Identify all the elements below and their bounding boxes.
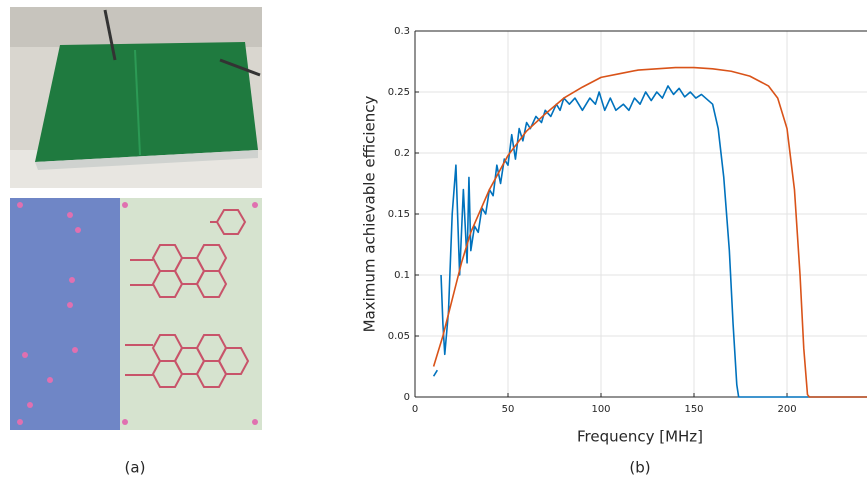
cable xyxy=(103,9,117,61)
x-tick-label: 100 xyxy=(591,404,610,415)
pcb-divider xyxy=(134,49,141,156)
x-tick-label: 200 xyxy=(777,404,796,415)
x-tick-label: 50 xyxy=(502,404,515,415)
x-tick-label: 0 xyxy=(412,404,418,415)
y-tick-label: 0.2 xyxy=(394,148,410,159)
y-tick-label: 0.3 xyxy=(394,26,410,37)
y-tick-label: 0.1 xyxy=(394,270,410,281)
layout-ground xyxy=(10,198,120,430)
hex-array xyxy=(125,209,250,388)
y-axis-label: Maximum achievable efficiency xyxy=(361,95,379,332)
layout-pads xyxy=(17,202,258,425)
panel-label: (b) xyxy=(629,459,650,477)
y-tick-label: 0.15 xyxy=(388,209,410,220)
photo xyxy=(10,7,262,188)
y-tick-label: 0 xyxy=(404,392,410,403)
plot: 0 0.05 0.1 0.15 0.2 0.25 0.3 0 50 100 150 200 xyxy=(388,26,867,415)
x-tick-label: 150 xyxy=(684,404,703,415)
pcb-stand xyxy=(35,150,258,170)
y-tick-label: 0.25 xyxy=(388,87,410,98)
photo-instruments xyxy=(10,7,262,47)
panel-label: (a) xyxy=(125,459,146,477)
y-tick-label: 0.05 xyxy=(388,331,410,342)
cable xyxy=(219,58,261,77)
series-line xyxy=(432,66,867,398)
pcb xyxy=(35,42,258,162)
x-axis-label: Frequency [MHz] xyxy=(577,428,703,446)
layout xyxy=(10,198,262,430)
series-line xyxy=(432,85,867,398)
